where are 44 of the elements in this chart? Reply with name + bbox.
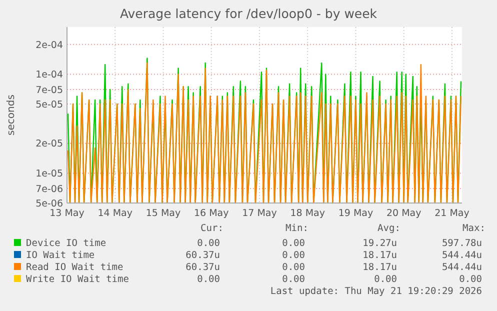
legend-label: Read IO Wait time — [26, 262, 124, 273]
x-tick-label: 15 May — [146, 208, 181, 219]
text: 544.44u — [442, 262, 482, 273]
text: Max: — [462, 223, 486, 234]
x-tick-label: 16 May — [194, 208, 230, 219]
text: Cur: — [200, 223, 224, 234]
text: 0.00 — [282, 250, 306, 261]
x-tick-label: 20 May — [386, 208, 422, 219]
text: Avg: — [378, 223, 400, 234]
text: 597.78u — [442, 238, 482, 249]
text: 60.37u — [186, 262, 220, 273]
y-tick-label: 2e-05 — [36, 138, 63, 150]
text: Last update: Thu May 21 19:20:29 2026 — [270, 286, 482, 297]
chart-title: Average latency for /dev/loop0 - by week — [120, 6, 378, 21]
x-tick-label: 19 May — [338, 208, 374, 219]
text: 0.00 — [282, 238, 306, 249]
x-tick-label: 17 May — [242, 208, 278, 219]
x-tick-label: 18 May — [290, 208, 326, 219]
x-tick-label: 14 May — [98, 208, 133, 219]
legend-label: Write IO Wait time — [26, 274, 130, 285]
x-tick-label: 13 May — [50, 208, 85, 219]
text: 0.00 — [282, 262, 306, 273]
y-tick-label: 2e-04 — [36, 40, 63, 51]
y-axis-title: seconds — [6, 94, 17, 136]
legend-label: Device IO time — [26, 238, 106, 249]
text: 60.37u — [186, 250, 220, 261]
y-tick-label: 1e-04 — [36, 70, 63, 81]
text: 0.00 — [459, 274, 482, 285]
x-tick-label: 21 May — [434, 208, 470, 219]
y-tick-label: 7e-06 — [36, 184, 63, 195]
y-tick-label: 1e-05 — [36, 168, 63, 180]
y-tick-label: 7e-05 — [36, 84, 63, 96]
legend-label: IO Wait time — [26, 250, 95, 261]
text: 0.00 — [282, 274, 306, 285]
y-tick-label: 5e-05 — [36, 99, 63, 110]
text: 0.00 — [374, 274, 398, 285]
y-tick-label: 5e-06 — [36, 198, 63, 210]
text: 0.00 — [197, 274, 220, 285]
text: 544.44u — [442, 250, 482, 261]
text: Min: — [286, 223, 308, 234]
text: 19.27u — [362, 238, 397, 249]
text: 18.17u — [362, 250, 397, 261]
text: 18.17u — [362, 262, 397, 273]
text: 0.00 — [197, 238, 220, 249]
